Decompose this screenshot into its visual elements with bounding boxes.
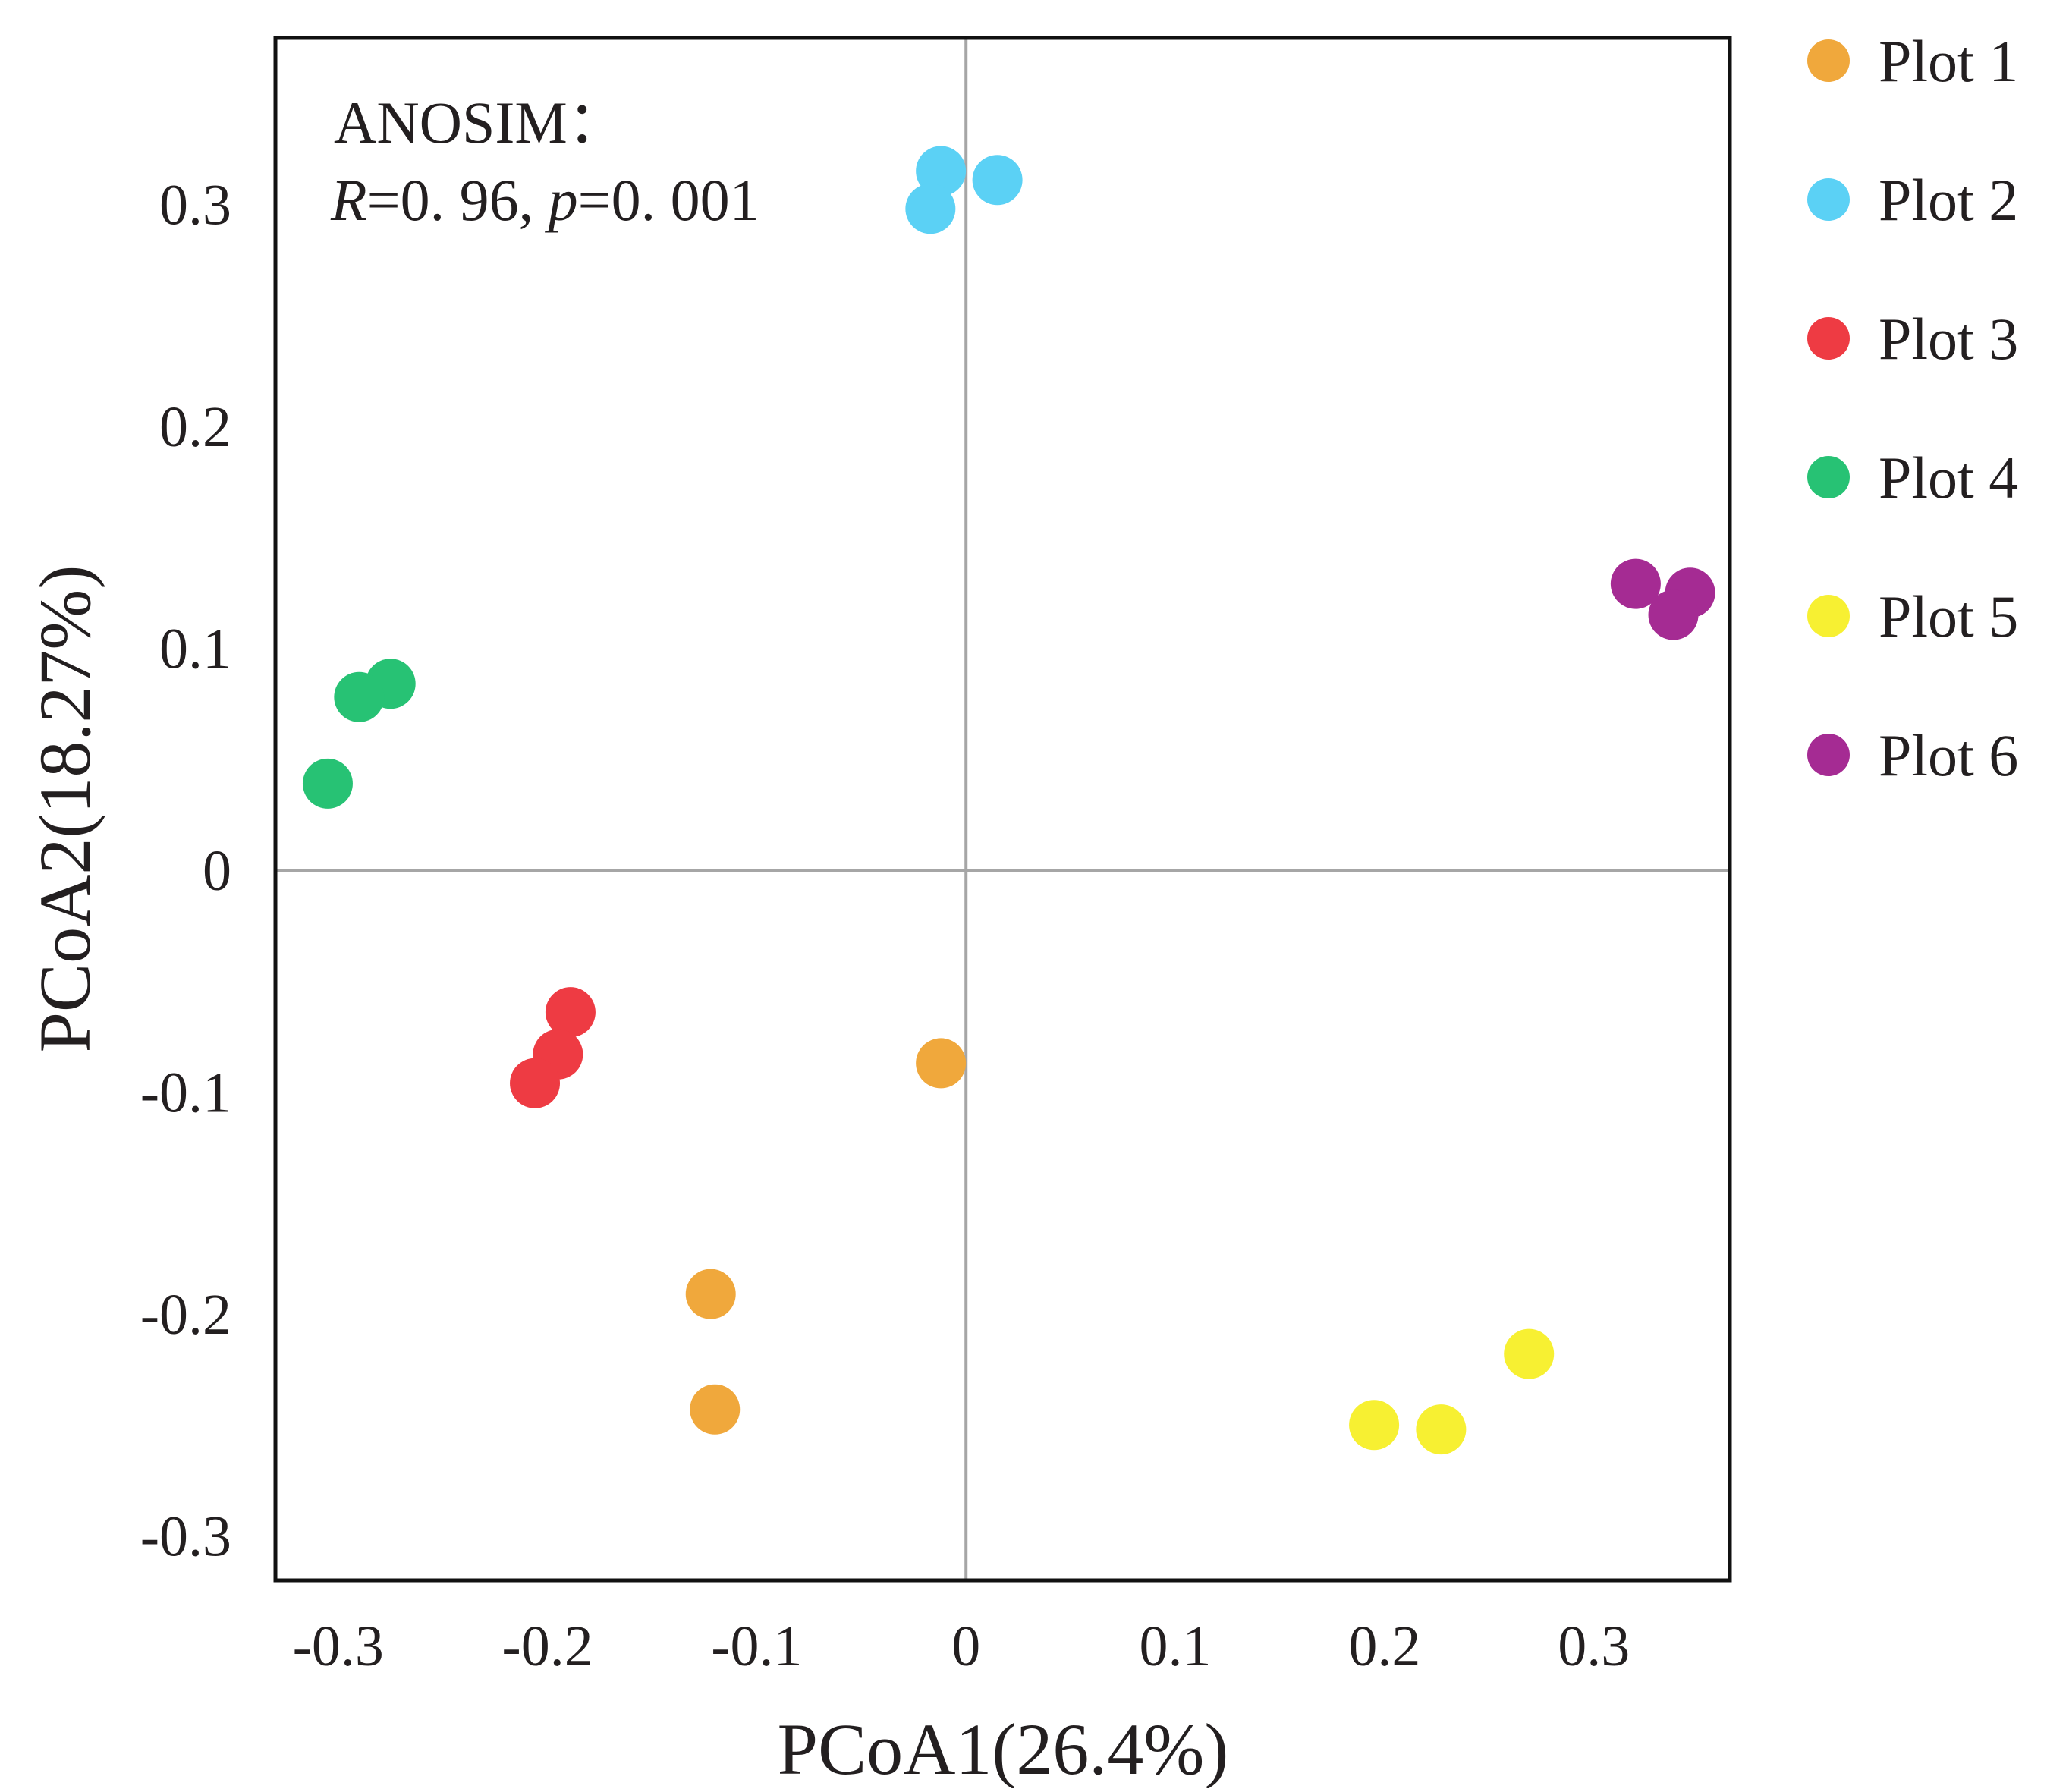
y-tick-label: 0.2 (159, 395, 231, 459)
data-point (302, 758, 353, 809)
legend-label: Plot 4 (1879, 445, 2018, 511)
legend: Plot 1 Plot 2 Plot 3 Plot 4 Plot 5 Plot 6 (1807, 28, 2018, 788)
data-point (905, 184, 956, 234)
data-point (1610, 558, 1661, 609)
legend-marker (1807, 178, 1850, 221)
anosim-r-value: =0. 96, (367, 167, 549, 233)
legend-label: Plot 3 (1879, 306, 2018, 372)
legend-item: Plot 5 (1807, 583, 2018, 649)
x-tick-labels: -0.3 -0.2 -0.1 0 0.1 0.2 0.3 (293, 1614, 1630, 1678)
plot-frame (273, 36, 1732, 1583)
legend-item: Plot 4 (1807, 445, 2018, 511)
y-tick-label: -0.3 (140, 1504, 231, 1568)
data-point (1504, 1328, 1555, 1379)
y-tick-label: -0.1 (140, 1061, 231, 1124)
y-tick-label: 0 (203, 839, 231, 903)
data-point (916, 1038, 967, 1089)
anosim-annotation: ANOSIM： R=0. 96, p=0. 001 (330, 90, 759, 233)
legend-marker (1807, 39, 1850, 82)
legend-label: Plot 6 (1879, 722, 2018, 788)
anosim-p-value: =0. 001 (578, 167, 759, 233)
legend-item: Plot 3 (1807, 306, 2018, 372)
y-axis-title: PCoA2(18.27%) (24, 565, 105, 1053)
series-6 (1610, 558, 1715, 640)
y-tick-labels: 0.3 0.2 0.1 0 -0.1 -0.2 -0.3 (140, 173, 231, 1568)
data-point (916, 146, 967, 196)
data-points (302, 146, 1715, 1455)
x-tick-label: 0.1 (1140, 1614, 1212, 1678)
anosim-label: ANOSIM： (334, 90, 627, 156)
legend-label: Plot 5 (1879, 583, 2018, 649)
data-point (1648, 589, 1699, 640)
x-axis-title: PCoA1(26.4%) (778, 1709, 1229, 1788)
legend-label: Plot 2 (1879, 167, 2018, 233)
anosim-stats: R=0. 96, p=0. 001 (330, 167, 759, 233)
series-3 (510, 987, 596, 1108)
data-point (972, 155, 1023, 206)
data-point (510, 1058, 561, 1108)
series-2 (905, 146, 1023, 234)
legend-item: Plot 6 (1807, 722, 2018, 788)
x-tick-label: -0.3 (293, 1614, 384, 1678)
data-point (1416, 1404, 1467, 1455)
series-1 (685, 1038, 967, 1435)
legend-item: Plot 1 (1807, 28, 2018, 94)
series-4 (302, 659, 416, 809)
data-point (1349, 1400, 1400, 1451)
legend-marker (1807, 317, 1850, 360)
y-tick-label: 0.1 (159, 617, 231, 681)
y-tick-label: -0.2 (140, 1283, 231, 1347)
data-point (545, 987, 596, 1038)
x-tick-label: 0.2 (1348, 1614, 1420, 1678)
legend-item: Plot 2 (1807, 167, 2018, 233)
data-point (690, 1384, 741, 1435)
legend-marker (1807, 456, 1850, 498)
legend-label: Plot 1 (1879, 28, 2018, 94)
x-tick-label: 0.3 (1558, 1614, 1630, 1678)
x-tick-label: 0 (951, 1614, 980, 1678)
data-point (685, 1269, 736, 1319)
zero-lines (275, 38, 1730, 1580)
x-tick-label: -0.1 (711, 1614, 802, 1678)
anosim-p-symbol: p (545, 167, 578, 233)
series-5 (1349, 1328, 1555, 1455)
legend-marker (1807, 595, 1850, 637)
anosim-r-symbol: R (330, 167, 367, 233)
data-point (334, 671, 385, 722)
y-tick-label: 0.3 (159, 173, 231, 237)
x-tick-label: -0.2 (502, 1614, 593, 1678)
legend-marker (1807, 734, 1850, 776)
